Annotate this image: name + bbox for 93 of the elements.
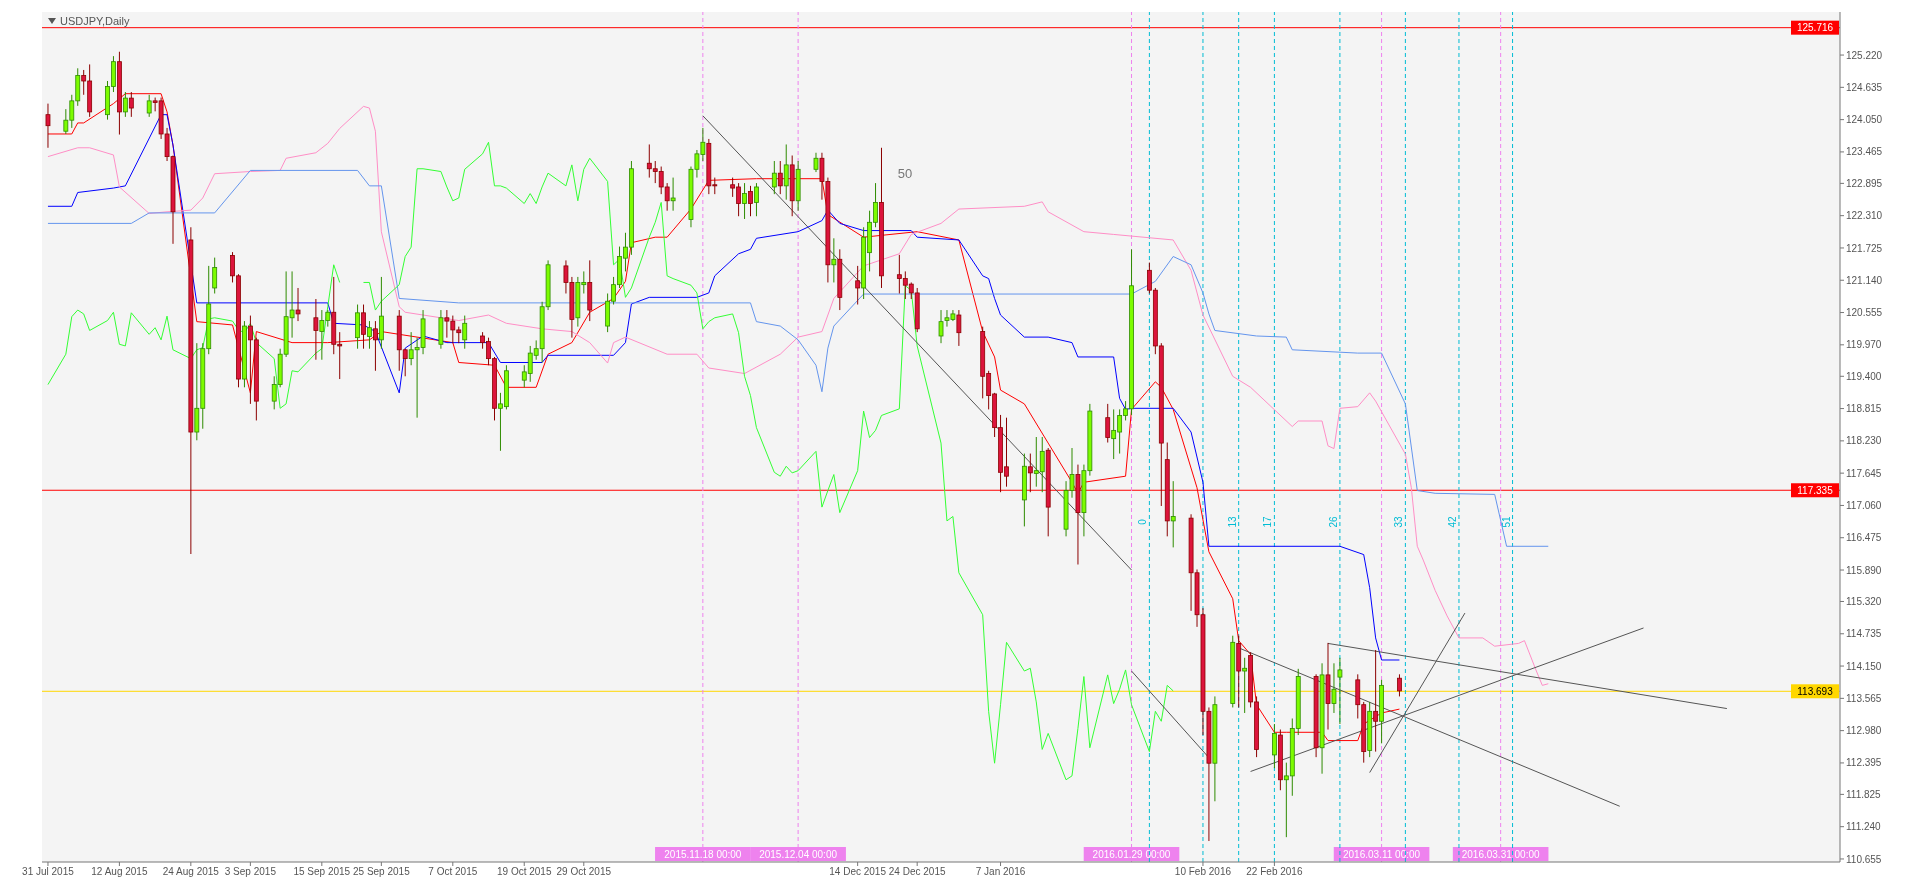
y-tick-label: 122.895 (1846, 177, 1883, 189)
ref-line-label: 125.716 (1796, 22, 1834, 34)
candlestick (855, 265, 861, 306)
ref-line-label: 0 (1137, 518, 1149, 525)
x-tick-label: 15 Sep 2015 (293, 866, 351, 878)
candlestick (1105, 403, 1111, 444)
y-tick-label: 111.825 (1846, 788, 1882, 800)
candlestick (128, 91, 134, 118)
y-tick-label: 114.150 (1846, 660, 1882, 672)
candlestick (373, 320, 378, 372)
candlestick (956, 309, 962, 347)
y-tick-label: 116.475 (1846, 532, 1882, 544)
x-tick-label: 3 Sep 2015 (224, 866, 277, 878)
y-tick-label: 119.400 (1846, 370, 1882, 382)
candlestick (378, 276, 384, 350)
annotation: 50 (897, 166, 913, 181)
candlestick (45, 103, 51, 149)
candlestick (367, 320, 372, 350)
candlestick (771, 160, 777, 195)
y-tick-label: 111.240 (1846, 821, 1882, 833)
line-series (47, 114, 1400, 661)
candlestick (813, 152, 819, 173)
ref-line-label: 2016.01.29 00:00 (1092, 848, 1171, 860)
y-tick-label: 115.320 (1846, 596, 1882, 608)
x-tick-label: 24 Dec 2015 (888, 866, 946, 878)
candlestick (777, 160, 783, 195)
candlestick (361, 304, 366, 350)
y-tick-label: 118.230 (1846, 435, 1882, 447)
ref-line-label: 2016.03.31 00:00 (1461, 848, 1540, 860)
candlestick (462, 315, 468, 350)
x-tick-label: 10 Feb 2016 (1174, 866, 1232, 878)
x-tick-label: 22 Feb 2016 (1246, 866, 1303, 878)
candlestick (146, 94, 152, 118)
line-series (47, 169, 1549, 547)
candlestick (783, 143, 789, 201)
y-tick-label: 120.555 (1846, 307, 1883, 319)
candlestick (1373, 649, 1379, 753)
y-tick-label: 121.140 (1846, 274, 1883, 286)
y-tick-label: 118.815 (1846, 403, 1882, 415)
x-tick-label: 7 Oct 2015 (428, 866, 478, 878)
x-tick-label: 31 Jul 2015 (22, 866, 75, 878)
ref-line-label: 13 (1226, 516, 1238, 528)
ref-line-label: 2016.03.11 00:00 (1343, 848, 1421, 860)
y-tick-label: 122.310 (1846, 210, 1883, 222)
line-series (47, 105, 1549, 686)
candlestick (1242, 657, 1248, 714)
candlestick (313, 298, 319, 361)
ref-line-label: 17 (1262, 516, 1274, 528)
candlestick (1397, 673, 1402, 697)
candlestick (212, 257, 218, 294)
y-tick-label: 124.635 (1846, 81, 1883, 93)
ref-line-label: 26 (1327, 516, 1339, 528)
candlestick (938, 309, 944, 344)
ref-line-label: 42 (1446, 516, 1458, 528)
y-tick-label: 125.220 (1846, 49, 1883, 61)
candlestick (1170, 480, 1176, 548)
x-tick-label: 14 Dec 2015 (829, 866, 887, 878)
x-tick-label: 24 Aug 2015 (162, 866, 220, 878)
candlestick (295, 287, 301, 322)
candlestick (831, 237, 837, 283)
y-tick-label: 117.645 (1846, 467, 1882, 479)
y-tick-label: 112.395 (1846, 757, 1882, 769)
ref-line-label: 2015.12.04 00:00 (759, 848, 838, 860)
y-tick-label: 121.725 (1846, 242, 1883, 254)
x-tick-label: 25 Sep 2015 (353, 866, 411, 878)
ref-line-label: 117.335 (1797, 484, 1834, 496)
candlestick (1272, 723, 1277, 769)
candlestick (1337, 657, 1343, 725)
y-tick-label: 124.050 (1846, 114, 1883, 126)
x-tick-label: 19 Oct 2015 (497, 866, 552, 878)
x-tick-label: 7 Jan 2016 (975, 866, 1026, 878)
candlestick (670, 177, 676, 212)
candlestick (122, 91, 128, 118)
x-tick-label: 29 Oct 2015 (556, 866, 612, 878)
y-tick-label: 123.465 (1846, 146, 1883, 158)
ref-line-label: 33 (1393, 516, 1405, 528)
y-tick-label: 117.060 (1846, 499, 1882, 511)
chart-title: USDJPY,Daily (60, 15, 130, 27)
ref-line-label: 51 (1500, 516, 1512, 528)
ref-line-label: 113.693 (1797, 685, 1834, 697)
y-tick-label: 110.655 (1846, 853, 1882, 865)
ref-line-label: 2015.11.18 00:00 (664, 848, 742, 860)
y-tick-label: 114.735 (1846, 628, 1882, 640)
candlestick (1331, 662, 1337, 714)
candlestick (754, 182, 759, 217)
x-tick-label: 12 Aug 2015 (91, 866, 148, 878)
y-tick-label: 113.565 (1846, 692, 1882, 704)
y-tick-label: 112.980 (1846, 725, 1882, 737)
y-tick-label: 115.890 (1846, 564, 1882, 576)
candlestick (1027, 453, 1033, 493)
candlestick (742, 182, 747, 220)
candlestick (748, 185, 753, 217)
y-tick-label: 119.970 (1846, 339, 1882, 351)
